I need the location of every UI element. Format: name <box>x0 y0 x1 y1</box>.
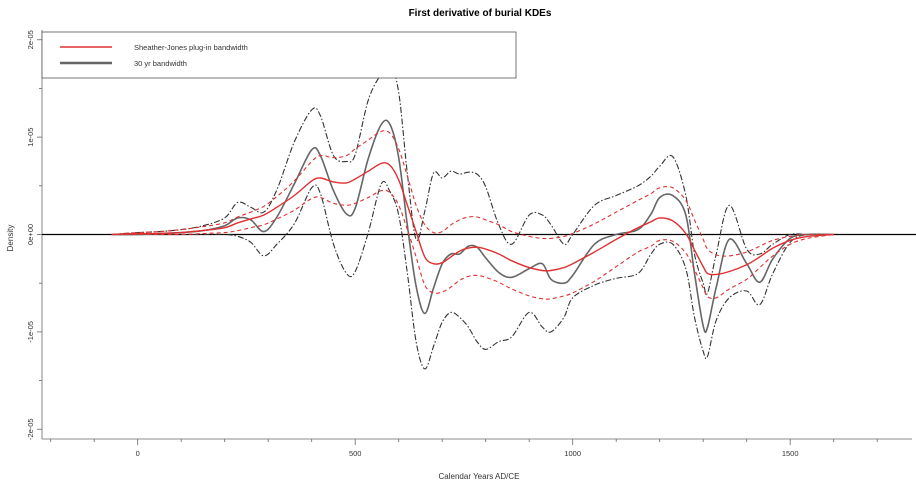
series-line-30-yr-bandwidth <box>111 119 834 334</box>
y-tick-label: 1e-05 <box>26 128 35 147</box>
legend-label-sj: Sheather-Jones plug-in bandwidth <box>134 43 248 52</box>
series-line-sj-upper <box>111 130 834 257</box>
series-line-sj-lower <box>111 189 834 300</box>
x-tick-label: 0 <box>136 449 140 458</box>
legend-label-30yr: 30 yr bandwidth <box>134 59 187 68</box>
y-tick-label: -1e-05 <box>26 321 35 343</box>
x-axis-label: Calendar Years AD/CE <box>439 472 520 481</box>
x-tick-label: 1500 <box>782 449 799 458</box>
series-line-30-yr-upper <box>111 63 834 295</box>
y-tick-label: -2e-05 <box>26 418 35 440</box>
y-tick-label: 2e-05 <box>26 30 35 49</box>
series-line-30-yr-lower <box>111 180 834 370</box>
x-tick-label: 500 <box>349 449 362 458</box>
y-axis-label: Density <box>6 225 15 252</box>
series-line-sheather-jones-plug-in-bandwidth <box>111 162 834 276</box>
legend: Sheather-Jones plug-in bandwidth 30 yr b… <box>41 31 517 79</box>
axes: 0 500 1000 1500 -2e-05 -1e-05 0e+00 1e-05 2e-05 <box>26 30 916 458</box>
x-tick-label: 1000 <box>564 449 581 458</box>
plot-lines <box>111 63 834 370</box>
y-tick-label: 0e+00 <box>26 224 35 245</box>
legend-box <box>41 31 517 79</box>
chart-title: First derivative of burial KDEs <box>409 8 552 19</box>
